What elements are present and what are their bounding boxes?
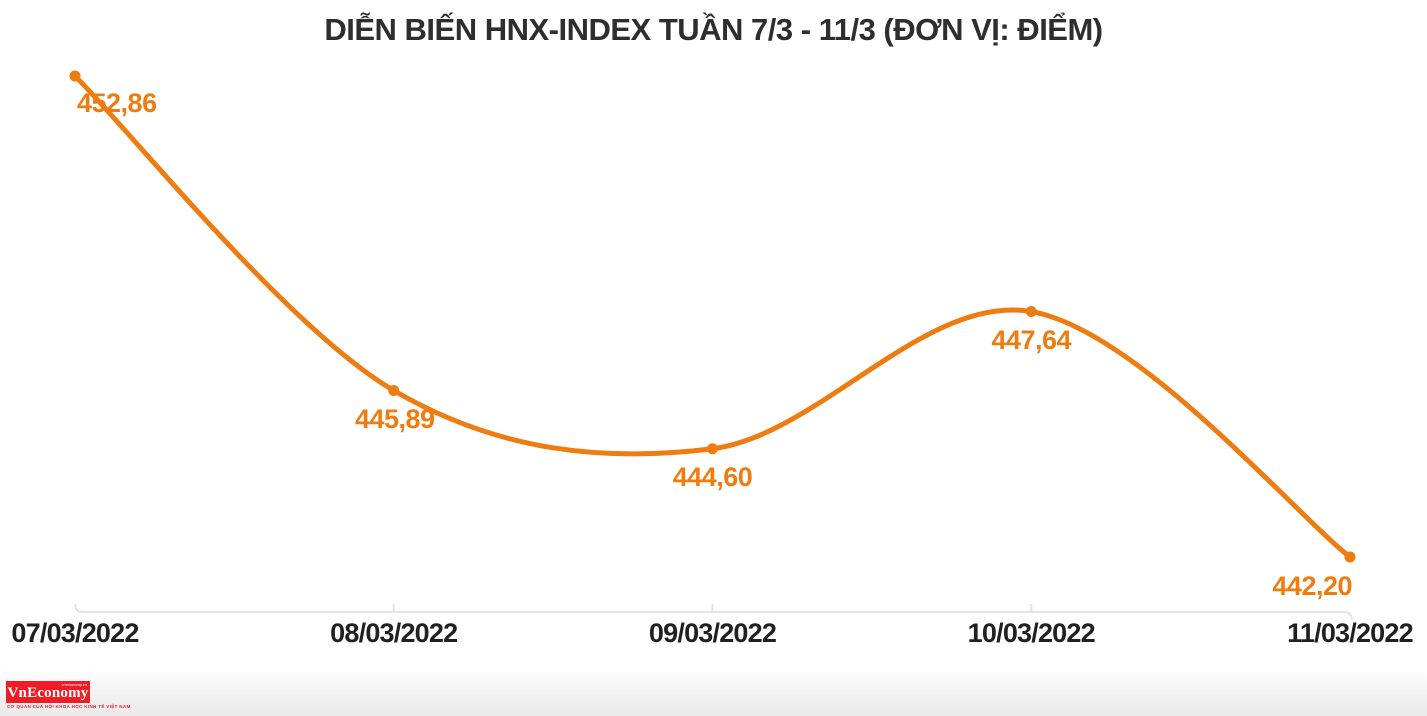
- x-axis-label: 10/03/2022: [967, 618, 1096, 648]
- x-axis-label: 07/03/2022: [11, 618, 139, 648]
- data-point-label: 445,89: [354, 403, 435, 434]
- logo-url-text: vneconomy.vn: [61, 682, 88, 687]
- x-axis-label: 08/03/2022: [330, 618, 458, 648]
- data-point-dot: [707, 443, 718, 455]
- x-axis-label: 09/03/2022: [648, 618, 777, 648]
- logo-tagline: CƠ QUAN CỦA HỘI KHOA HỌC KINH TẾ VIỆT NA…: [7, 704, 131, 709]
- data-point-label: 452,86: [77, 88, 157, 118]
- footer-gradient-band: [0, 668, 1427, 716]
- chart-title: DIỄN BIẾN HNX-INDEX TUẦN 7/3 - 11/3 (ĐƠN…: [324, 12, 1103, 47]
- logo-wordmark: VnEconomy: [7, 685, 89, 701]
- data-point-label: 444,60: [672, 461, 753, 492]
- data-point-dot: [1025, 306, 1037, 318]
- data-point-markers: [69, 70, 1356, 563]
- data-point-label: 442,20: [1272, 571, 1352, 601]
- data-point-dot: [69, 70, 81, 82]
- x-axis-ticks: [392, 604, 1033, 612]
- data-point-dot: [1344, 551, 1356, 563]
- data-point-dot: [388, 385, 400, 396]
- data-point-label: 447,64: [991, 324, 1072, 355]
- x-axis-label: 11/03/2022: [1287, 618, 1413, 648]
- vneconomy-logo: vneconomy.vn VnEconomy: [6, 681, 90, 703]
